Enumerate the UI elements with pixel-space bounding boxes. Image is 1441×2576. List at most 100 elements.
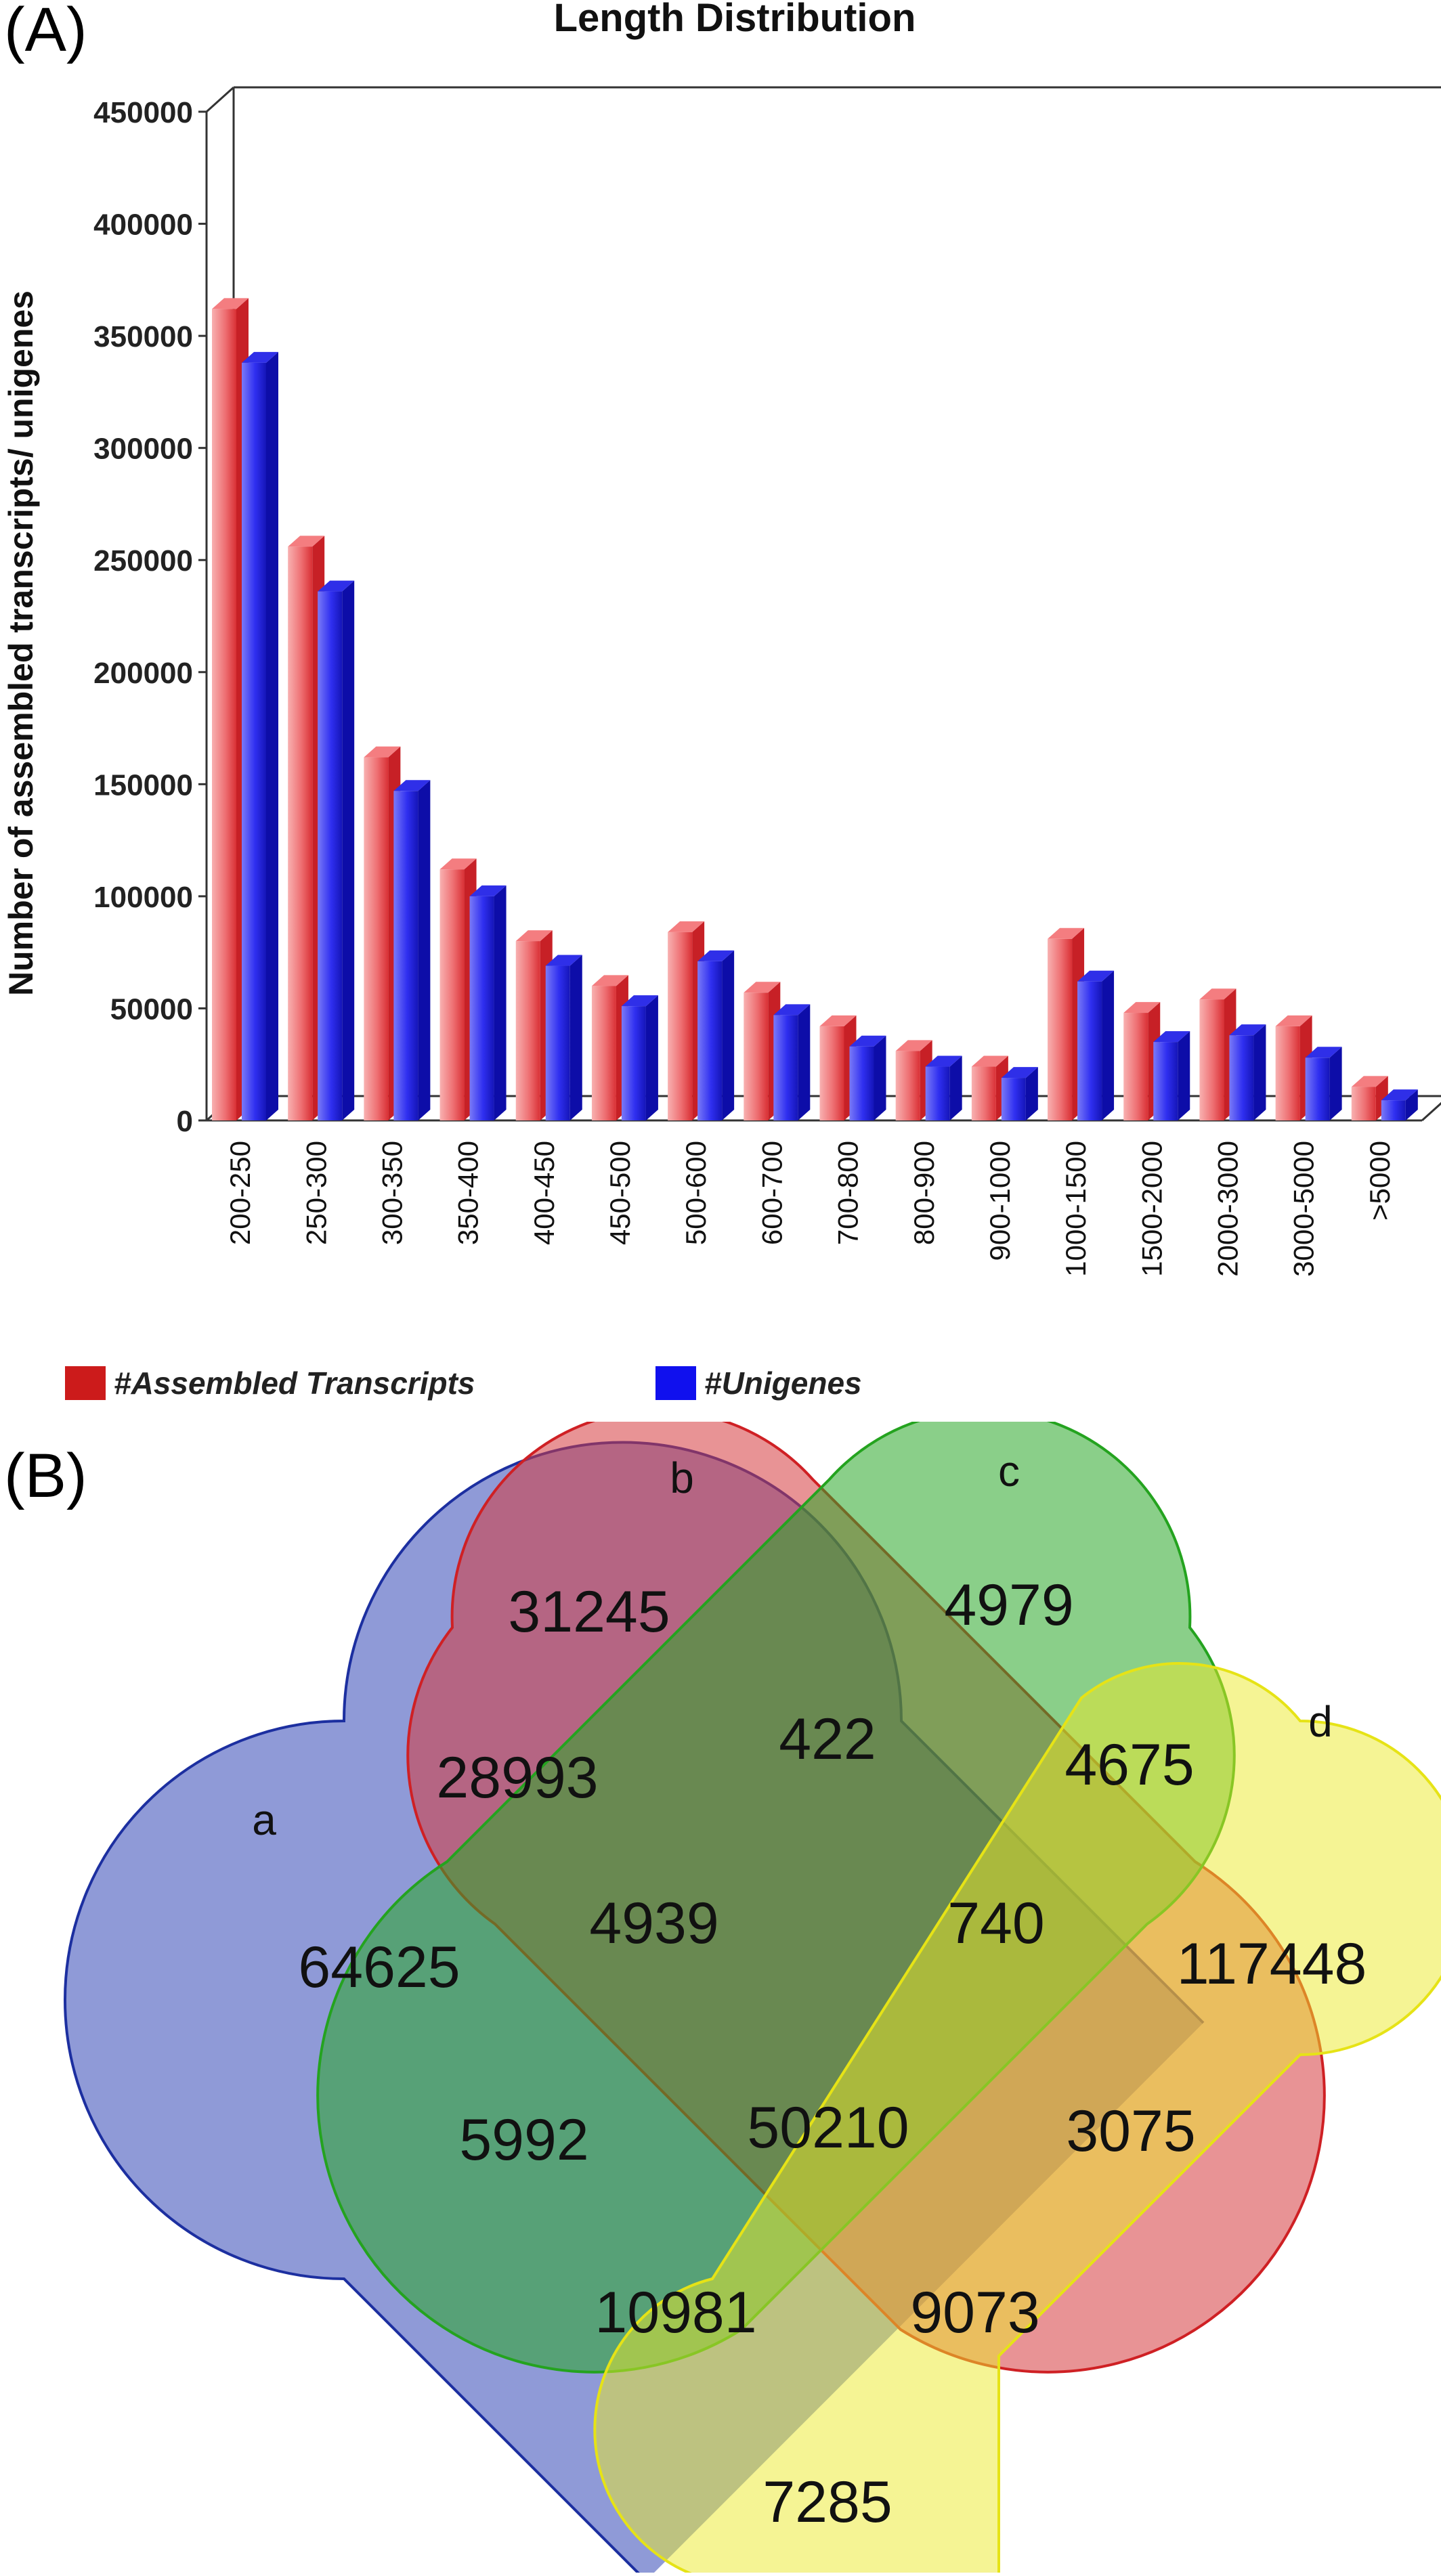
bar-front [697,961,723,1120]
venn-region-a-only: 64625 [298,1935,460,2000]
bar-unigenes [393,780,431,1120]
bar-top [1305,1047,1342,1058]
venn-label-c: c [998,1447,1020,1496]
bar-top [819,1015,857,1026]
legend-label-unigenes: #Unigenes [704,1366,862,1401]
y-axis-label: Number of assembled transcripts/ unigene… [2,290,40,996]
bar-unigenes [1001,1067,1038,1120]
y-tick-label: 300000 [93,433,193,466]
venn-label-d: d [1308,1697,1333,1746]
y-tick-label: 450000 [93,96,193,129]
bar-side [266,351,278,1120]
bar-front [1305,1057,1330,1120]
y-tick-label: 150000 [93,768,193,802]
bar-unigenes [773,1004,811,1120]
legend-swatch-red [65,1366,106,1400]
bar-front [925,1066,950,1120]
bar-top [469,885,507,896]
bar-unigenes [1381,1089,1418,1120]
length-distribution-chart: Length Distribution Number of assembled … [2,0,1441,1277]
x-tick-label: 2000-3000 [1212,1141,1244,1277]
bar-unigenes [1305,1047,1342,1120]
bar-top [1351,1076,1388,1087]
bar-front [773,1015,798,1120]
venn-diagram: a b c d 31245 4979 28993 422 4675 64625 … [64,1422,1441,2573]
bar-side [418,780,431,1120]
bar-front [849,1046,874,1120]
venn-region-b-only: 31245 [508,1579,670,1644]
x-tick-label: 350-400 [452,1141,484,1245]
x-tick-label: 1500-2000 [1136,1141,1167,1277]
bar-side [1405,1089,1418,1120]
bar-assembled [744,982,781,1120]
venn-region-ad: 7285 [762,2470,892,2535]
bar-top [1199,988,1236,1000]
bar-front [212,309,236,1120]
bar-unigenes [925,1055,962,1120]
bar-unigenes [242,351,278,1120]
bar-top [1153,1031,1190,1043]
bar-front [1199,999,1224,1120]
venn-region-ab: 28993 [436,1745,598,1810]
bar-front [591,986,616,1120]
x-tick-label: 3000-5000 [1288,1141,1320,1277]
bar-unigenes [697,950,735,1120]
bar-front [819,1026,844,1120]
bar-top [895,1040,932,1051]
x-tick-label: >5000 [1364,1141,1396,1221]
bar-top [925,1055,962,1067]
y-tick-label: 50000 [110,992,193,1026]
bar-top [971,1055,1008,1067]
bar-front [393,791,418,1120]
venn-region-ac: 5992 [459,2108,588,2173]
bar-side [1329,1047,1342,1120]
bar-side [722,950,735,1120]
y-tick-label: 100000 [93,881,193,914]
bar-side [1025,1067,1038,1120]
x-tick-label: 200-250 [224,1141,256,1245]
y-tick-label: 250000 [93,544,193,577]
chart-corner-top [205,86,235,113]
bar-top [591,975,628,986]
bar-front [469,896,494,1120]
bar-front [971,1066,996,1120]
bar-assembled [1123,1002,1161,1120]
y-tick-label: 400000 [93,209,193,242]
bar-side [1102,970,1115,1120]
venn-region-bc: 422 [779,1707,876,1772]
bar-front [668,932,693,1120]
y-tick-label: 0 [177,1105,193,1138]
bar-top [1381,1089,1418,1101]
bar-top [1077,970,1115,982]
legend-item-unigenes: #Unigenes [655,1365,862,1401]
bar-top [1229,1024,1266,1036]
bar-front [1381,1100,1406,1120]
bar-top [364,746,401,758]
x-tick-label: 800-900 [908,1141,940,1245]
venn-region-abcd: 50210 [747,2095,909,2160]
bar-unigenes [1153,1031,1190,1120]
x-tick-label: 400-450 [528,1141,560,1245]
venn-set-d [593,1662,1441,2573]
bar-side [494,885,507,1120]
venn-label-a: a [252,1795,276,1844]
bar-top [393,780,431,791]
y-tick-label: 200000 [93,657,193,690]
bar-front [1275,1026,1300,1120]
bar-side [874,1035,886,1120]
venn-region-bcd: 740 [947,1891,1045,1956]
bar-top [1001,1067,1038,1078]
bar-top [318,580,355,592]
bar-front [439,869,465,1120]
bar-side [342,580,355,1120]
bar-side [798,1004,811,1120]
venn-label-b: b [670,1454,694,1502]
bar-front [318,591,343,1120]
bar-front [515,941,540,1120]
bar-side [949,1055,962,1120]
bar-side [645,995,658,1120]
x-axis: 200-250 250-300 300-350 350-400 400-450 450-5… [224,1141,1396,1277]
bar-front [1153,1042,1178,1120]
x-tick-label: 500-600 [680,1141,712,1245]
bar-top [439,858,477,870]
